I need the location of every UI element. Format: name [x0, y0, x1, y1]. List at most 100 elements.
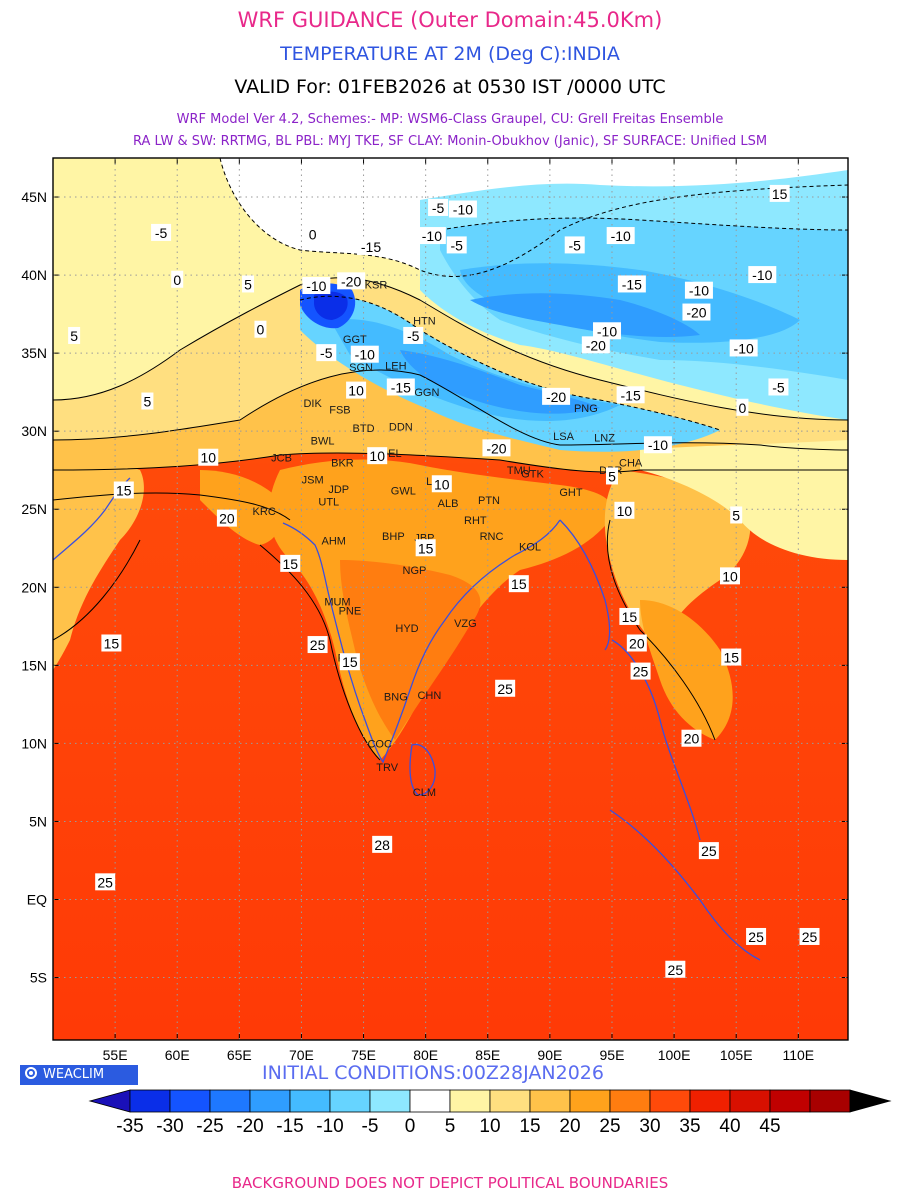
contour-label: 25 — [701, 843, 717, 859]
initial-conditions: INITIAL CONDITIONS:00Z28JAN2026 — [262, 1062, 604, 1084]
contour-label-box — [198, 448, 219, 466]
city-label: GTK — [521, 468, 544, 480]
colorbar-swatch — [489, 1089, 531, 1113]
contour-label: 25 — [668, 962, 684, 978]
contour-label: -10 — [306, 278, 326, 294]
contour-label-box — [337, 272, 366, 290]
contour-label: 15 — [622, 609, 638, 625]
lon-tick-label: 105E — [720, 1047, 753, 1063]
contour-label: -15 — [361, 239, 381, 255]
coastline-india — [282, 519, 561, 764]
contour-label-box — [748, 266, 777, 284]
city-label: RHT — [464, 515, 487, 527]
city-label: DIK — [303, 398, 322, 410]
contour-label: 25 — [633, 664, 649, 680]
lon-tick-label: 55E — [103, 1047, 128, 1063]
contour-label: 25 — [802, 929, 818, 945]
contour-label: 15 — [511, 576, 527, 592]
colorbar-label: -30 — [156, 1116, 183, 1137]
coastlines — [53, 477, 761, 961]
contour-label: 15 — [342, 654, 358, 670]
colorbar-label: 15 — [519, 1116, 540, 1137]
contour-label: 10 — [348, 383, 364, 399]
colorbar-label: 5 — [445, 1116, 456, 1137]
contour-line — [53, 277, 848, 421]
city-label: CHN — [417, 690, 441, 702]
contour-label: 15 — [772, 186, 788, 202]
colorbar-swatch — [609, 1089, 651, 1113]
contour-label: 0 — [739, 400, 747, 416]
colorbar-swatch — [289, 1089, 331, 1113]
city-label: GGT — [343, 334, 367, 346]
lat-tick-label: 35N — [21, 345, 47, 361]
contour-label: 15 — [282, 556, 298, 572]
lat-tick-label: 10N — [21, 735, 47, 751]
contour-label-box — [564, 236, 585, 254]
contour-label-box — [113, 481, 134, 499]
footer-disclaimer: BACKGROUND DOES NOT DEPICT POLITICAL BOU… — [231, 1174, 669, 1192]
city-label: SGN — [349, 362, 373, 374]
contour-label: -10 — [734, 340, 754, 356]
axes-layer: 45N 40N 35N 30N 25N 20N 15N 10N 5N EQ 5S 55E 60E 65E 7… — [21, 158, 848, 1063]
indochina-15to20 — [640, 600, 733, 740]
contour-label-box — [339, 653, 360, 671]
colorbar-swatch — [329, 1089, 371, 1113]
colorbar-swatch — [769, 1089, 811, 1113]
contour-label-box — [357, 237, 385, 255]
city-label: BTD — [353, 423, 375, 435]
colorbar-label: 40 — [719, 1116, 740, 1137]
contour-label-box — [316, 344, 337, 362]
contour-label-box — [302, 277, 331, 295]
contour-label: -15 — [391, 379, 411, 395]
contour-label-box — [280, 554, 301, 572]
contour-line — [219, 158, 848, 277]
colorbar-swatch — [529, 1089, 571, 1113]
contour-label: 15 — [723, 650, 739, 666]
colorbar-label: -15 — [276, 1116, 303, 1137]
contour-label: 5 — [144, 394, 152, 410]
city-label: PNE — [339, 606, 362, 618]
city-label: GWL — [391, 486, 416, 498]
colorbar-swatch — [569, 1089, 611, 1113]
city-label: KRC — [253, 506, 276, 518]
lon-tick-label: 70E — [289, 1047, 314, 1063]
contour-label: -5 — [450, 237, 463, 253]
lon-tick-label: 90E — [537, 1047, 562, 1063]
contour-label-box — [415, 539, 436, 557]
contour-line — [53, 492, 291, 521]
colorbar-label: 30 — [639, 1116, 660, 1137]
contour-label: -5 — [407, 328, 420, 344]
contour-label-box — [719, 567, 740, 585]
contour-label-box — [619, 607, 640, 625]
contour-label-box — [768, 378, 789, 396]
lat-tick-label: 25N — [21, 501, 47, 517]
contour-label-box — [542, 387, 571, 405]
city-label: RNC — [480, 531, 504, 543]
city-label: JSM — [302, 475, 324, 487]
map-fill-layer — [53, 158, 848, 1040]
colorbar-label: 35 — [679, 1116, 700, 1137]
city-label: COC — [367, 738, 392, 750]
contour-label: 20 — [629, 635, 645, 651]
contour-label: 10 — [722, 568, 738, 584]
sindh-15to20 — [200, 470, 282, 545]
colorbar-swatch — [369, 1089, 411, 1113]
colorbar-swatch — [809, 1089, 851, 1113]
city-label: FSB — [329, 404, 350, 416]
contour-labels-layer: 15-5 -10-5 0 -10-15 -5 -5-10-100 5 -10 -20 -15 -10… — [68, 184, 820, 978]
lon-tick-label: 100E — [658, 1047, 691, 1063]
contour-label-box — [350, 345, 379, 363]
city-label: LEH — [385, 361, 406, 373]
contour-line — [299, 295, 721, 431]
contour-label-box — [729, 339, 758, 357]
contour-label: -10 — [597, 323, 617, 339]
city-label: UTL — [318, 496, 339, 508]
contour-label-box — [721, 648, 742, 666]
contour-label: -5 — [432, 200, 445, 216]
colorbar-label: -25 — [196, 1116, 223, 1137]
contour-line — [606, 519, 716, 741]
contour-label: 0 — [309, 226, 317, 242]
city-label: JDP — [328, 484, 349, 496]
contour-label-box — [151, 223, 172, 241]
